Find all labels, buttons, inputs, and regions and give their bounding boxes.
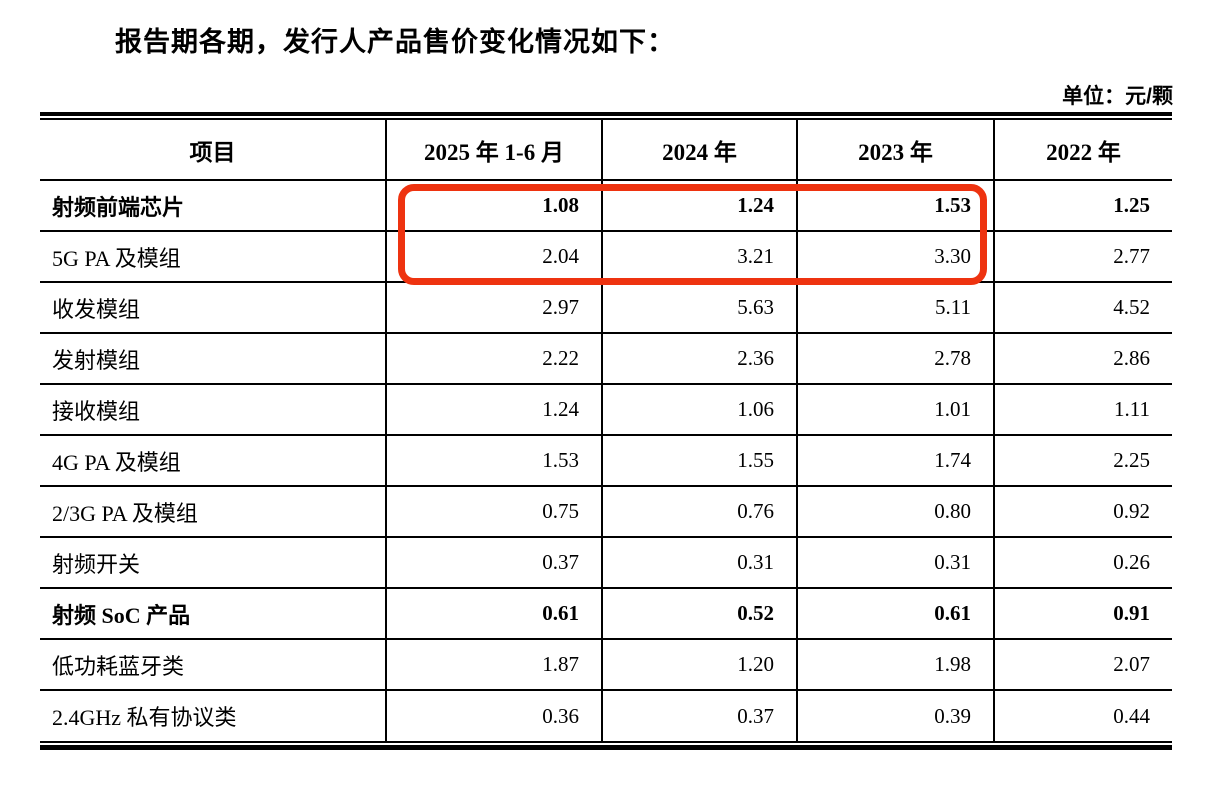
col-header-2023: 2023 年 [796, 120, 995, 181]
table-row: 4G PA 及模组 1.53 1.55 1.74 2.25 [40, 434, 1172, 487]
cell-value: 1.24 [385, 383, 603, 436]
cell-value: 1.01 [796, 383, 995, 436]
cell-value: 0.75 [385, 485, 603, 538]
cell-value: 1.87 [385, 638, 603, 691]
cell-value: 1.08 [385, 179, 603, 232]
cell-value: 1.06 [601, 383, 798, 436]
row-label: 射频 SoC 产品 [40, 587, 387, 640]
table-row: 2/3G PA 及模组 0.75 0.76 0.80 0.92 [40, 485, 1172, 538]
cell-value: 2.22 [385, 332, 603, 385]
cell-value: 1.53 [796, 179, 995, 232]
cell-value: 2.04 [385, 230, 603, 283]
row-label: 2.4GHz 私有协议类 [40, 689, 387, 741]
row-label: 5G PA 及模组 [40, 230, 387, 283]
cell-value: 1.98 [796, 638, 995, 691]
cell-value: 3.21 [601, 230, 798, 283]
row-label: 发射模组 [40, 332, 387, 385]
cell-value: 0.44 [993, 689, 1172, 741]
table-bottom-rule [40, 741, 1172, 750]
cell-value: 0.91 [993, 587, 1172, 640]
table-row: 5G PA 及模组 2.04 3.21 3.30 2.77 [40, 230, 1172, 283]
cell-value: 0.37 [601, 689, 798, 741]
cell-value: 2.78 [796, 332, 995, 385]
row-label: 收发模组 [40, 281, 387, 334]
cell-value: 0.92 [993, 485, 1172, 538]
col-header-item: 项目 [40, 120, 387, 181]
cell-value: 0.31 [601, 536, 798, 589]
cell-value: 2.25 [993, 434, 1172, 487]
cell-value: 2.36 [601, 332, 798, 385]
cell-value: 0.36 [385, 689, 603, 741]
row-label: 接收模组 [40, 383, 387, 436]
cell-value: 5.63 [601, 281, 798, 334]
cell-value: 0.61 [385, 587, 603, 640]
row-label: 2/3G PA 及模组 [40, 485, 387, 538]
cell-value: 1.11 [993, 383, 1172, 436]
col-header-2022: 2022 年 [993, 120, 1172, 181]
price-table-wrap: 项目 2025 年 1-6 月 2024 年 2023 年 2022 年 射频前… [40, 112, 1172, 750]
intro-paragraph: 报告期各期，发行人产品售价变化情况如下： [115, 27, 675, 57]
cell-value: 1.20 [601, 638, 798, 691]
cell-value: 2.77 [993, 230, 1172, 283]
table-row: 发射模组 2.22 2.36 2.78 2.86 [40, 332, 1172, 385]
col-header-2025h1: 2025 年 1-6 月 [385, 120, 603, 181]
cell-value: 1.24 [601, 179, 798, 232]
table-row: 射频 SoC 产品 0.61 0.52 0.61 0.91 [40, 587, 1172, 640]
cell-value: 2.07 [993, 638, 1172, 691]
unit-label: 单位：元/颗 [1062, 85, 1173, 108]
cell-value: 1.74 [796, 434, 995, 487]
cell-value: 0.76 [601, 485, 798, 538]
cell-value: 0.52 [601, 587, 798, 640]
cell-value: 0.39 [796, 689, 995, 741]
table-row: 接收模组 1.24 1.06 1.01 1.11 [40, 383, 1172, 436]
cell-value: 0.31 [796, 536, 995, 589]
cell-value: 3.30 [796, 230, 995, 283]
cell-value: 0.37 [385, 536, 603, 589]
header-row: 项目 2025 年 1-6 月 2024 年 2023 年 2022 年 [40, 120, 1172, 181]
row-label: 4G PA 及模组 [40, 434, 387, 487]
cell-value: 1.55 [601, 434, 798, 487]
table-row: 2.4GHz 私有协议类 0.36 0.37 0.39 0.44 [40, 689, 1172, 741]
table-row: 低功耗蓝牙类 1.87 1.20 1.98 2.07 [40, 638, 1172, 691]
cell-value: 2.86 [993, 332, 1172, 385]
cell-value: 4.52 [993, 281, 1172, 334]
price-table: 项目 2025 年 1-6 月 2024 年 2023 年 2022 年 射频前… [40, 120, 1172, 741]
table-row: 射频前端芯片 1.08 1.24 1.53 1.25 [40, 179, 1172, 232]
cell-value: 0.80 [796, 485, 995, 538]
table-row: 收发模组 2.97 5.63 5.11 4.52 [40, 281, 1172, 334]
table-row: 射频开关 0.37 0.31 0.31 0.26 [40, 536, 1172, 589]
cell-value: 1.53 [385, 434, 603, 487]
row-label: 射频前端芯片 [40, 179, 387, 232]
row-label: 射频开关 [40, 536, 387, 589]
row-label: 低功耗蓝牙类 [40, 638, 387, 691]
cell-value: 1.25 [993, 179, 1172, 232]
cell-value: 2.97 [385, 281, 603, 334]
cell-value: 0.26 [993, 536, 1172, 589]
table-top-rule [40, 112, 1172, 120]
cell-value: 5.11 [796, 281, 995, 334]
cell-value: 0.61 [796, 587, 995, 640]
col-header-2024: 2024 年 [601, 120, 798, 181]
